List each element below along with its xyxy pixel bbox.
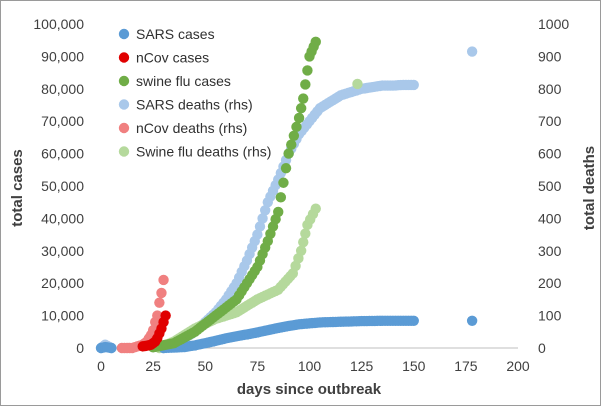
y-right-tick-label: 1000 <box>538 16 569 32</box>
y-tick-label: 30,000 <box>41 243 84 259</box>
data-point <box>158 274 169 286</box>
y-right-tick-label: 400 <box>538 210 562 226</box>
series-swine-flu-cases <box>147 36 321 353</box>
y-tick-label: 40,000 <box>41 210 84 226</box>
y-tick-label: 80,000 <box>41 81 84 97</box>
series-swine-flu-deaths-rhs <box>154 78 363 354</box>
legend-item: nCov cases <box>118 50 209 66</box>
legend-marker <box>118 28 130 40</box>
data-point <box>275 192 287 203</box>
legend-marker <box>118 122 130 134</box>
data-point <box>252 229 263 240</box>
data-point <box>278 177 289 188</box>
x-tick-labels: 0 25 50 75 100 125 150 175 200 <box>97 358 530 374</box>
legend-label: Swine flu deaths (rhs) <box>136 144 271 160</box>
y-tick-label: 60,000 <box>41 146 84 162</box>
legend-item: SARS cases <box>118 26 215 42</box>
x-tick-label: 125 <box>350 358 374 374</box>
x-tick-label: 0 <box>97 358 105 374</box>
y-right-tick-label: 300 <box>538 243 562 259</box>
data-point <box>257 213 268 224</box>
y-tick-label: 20,000 <box>41 275 84 291</box>
data-point <box>298 236 309 248</box>
series-sars-deaths-rhs <box>95 46 478 354</box>
legend-label: swine flu cases <box>136 73 231 89</box>
y-right-tick-labels: 0 100 200 300 400 500 600 700 800 900 1000 <box>538 16 569 356</box>
data-point <box>152 310 163 321</box>
data-point <box>408 79 419 91</box>
y-right-tick-label: 900 <box>538 48 562 64</box>
data-point <box>160 310 171 321</box>
legend: SARS cases nCov cases swine flu cases SARS … <box>118 26 271 160</box>
data-point <box>280 162 292 174</box>
y-axis-title: total cases <box>9 149 26 227</box>
x-axis-title: days since outbreak <box>237 381 382 398</box>
legend-label: SARS deaths (rhs) <box>136 97 253 113</box>
y-right-tick-label: 500 <box>538 178 562 194</box>
data-point <box>295 245 307 256</box>
data-point <box>300 79 311 90</box>
y-right-tick-label: 200 <box>538 275 562 291</box>
legend-marker <box>118 99 130 110</box>
data-points <box>95 36 478 354</box>
data-point <box>302 65 313 76</box>
data-point <box>106 342 117 354</box>
y-right-tick-label: 600 <box>538 146 562 162</box>
data-point <box>466 46 478 57</box>
y-tick-label: 70,000 <box>41 113 84 129</box>
data-point <box>286 139 297 150</box>
data-point <box>310 203 321 214</box>
data-point <box>154 297 165 308</box>
data-point <box>300 228 311 239</box>
x-tick-label: 100 <box>298 358 322 374</box>
legend-item: Swine flu deaths (rhs) <box>118 144 271 160</box>
y-tick-label: 50,000 <box>41 178 84 194</box>
data-point <box>295 103 307 114</box>
y-right-tick-label: 700 <box>538 113 562 129</box>
legend-marker <box>118 52 130 63</box>
y-tick-labels: 0 10,000 20,000 30,000 40,000 50,000 60,000 70,… <box>33 16 84 356</box>
legend-item: nCov deaths (rhs) <box>118 120 247 136</box>
series-sars-cases <box>95 315 478 354</box>
data-point <box>293 112 305 124</box>
x-tick-label: 75 <box>250 358 266 374</box>
data-point <box>352 78 363 90</box>
y-tick-label: 0 <box>76 340 84 356</box>
data-point <box>259 205 271 216</box>
data-point <box>283 148 294 159</box>
y-right-axis-title: total deaths <box>581 146 598 230</box>
data-point <box>254 221 266 232</box>
legend-item: swine flu cases <box>118 73 231 89</box>
legend-label: nCov cases <box>136 50 209 66</box>
legend-label: SARS cases <box>136 26 215 42</box>
y-tick-label: 90,000 <box>41 48 84 64</box>
data-point <box>310 36 321 48</box>
data-point <box>288 130 300 141</box>
y-right-tick-label: 800 <box>538 81 562 97</box>
data-point <box>298 93 309 104</box>
legend-item: SARS deaths (rhs) <box>118 97 253 113</box>
data-point <box>273 206 284 218</box>
legend-marker <box>118 75 130 87</box>
x-tick-label: 25 <box>145 358 161 374</box>
x-tick-label: 175 <box>454 358 478 374</box>
data-point <box>408 315 419 326</box>
y-right-tick-label: 100 <box>538 308 562 324</box>
x-tick-label: 200 <box>506 358 530 374</box>
data-point <box>291 121 302 133</box>
x-tick-label: 150 <box>402 358 426 374</box>
y-tick-label: 10,000 <box>41 308 84 324</box>
series-ncov-cases <box>137 310 171 352</box>
legend-marker <box>118 146 130 157</box>
legend-label: nCov deaths (rhs) <box>136 120 247 136</box>
x-tick-label: 50 <box>197 358 213 374</box>
y-right-tick-label: 0 <box>538 340 546 356</box>
y-tick-label: 100,000 <box>33 16 84 32</box>
data-point <box>466 315 478 326</box>
data-point <box>156 287 167 299</box>
